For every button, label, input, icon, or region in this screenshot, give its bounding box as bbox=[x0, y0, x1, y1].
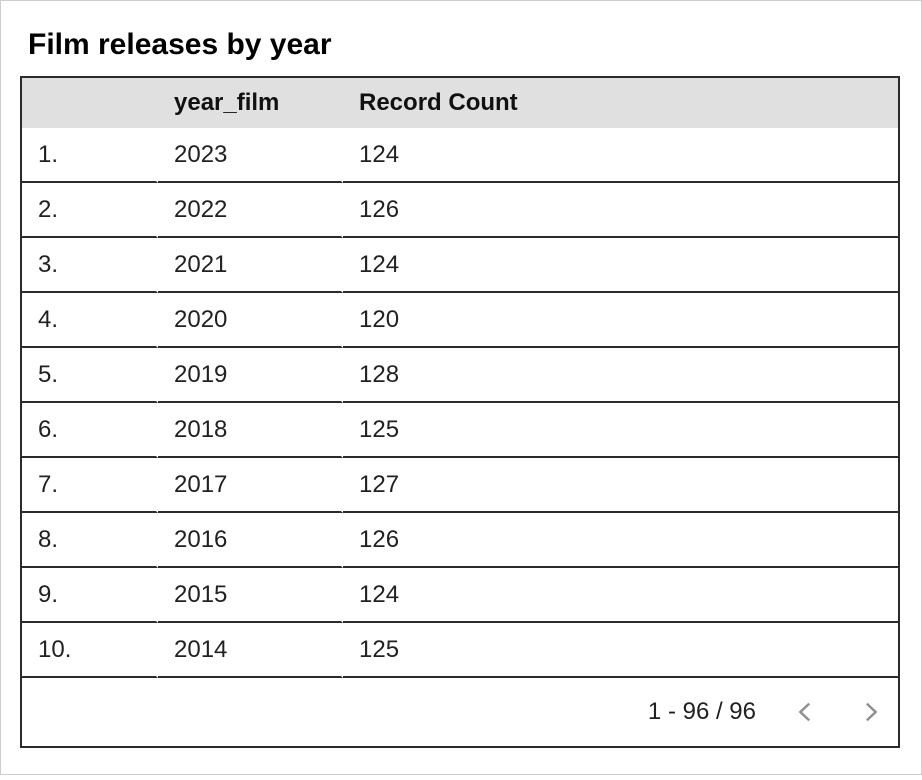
record-count-cell: 120 bbox=[343, 293, 898, 348]
table-row: 5. 2019 128 bbox=[22, 348, 898, 403]
chevron-right-icon bbox=[857, 698, 885, 726]
column-header-row-number bbox=[22, 78, 158, 128]
row-number-cell: 1. bbox=[22, 128, 158, 183]
column-header-year-film[interactable]: year_film bbox=[158, 78, 343, 128]
record-count-cell: 125 bbox=[343, 403, 898, 458]
table-row: 3. 2021 124 bbox=[22, 238, 898, 293]
row-number-cell: 8. bbox=[22, 513, 158, 568]
row-number-cell: 10. bbox=[22, 623, 158, 678]
year-film-cell: 2020 bbox=[158, 293, 343, 348]
year-film-cell: 2014 bbox=[158, 623, 343, 678]
year-film-cell: 2016 bbox=[158, 513, 343, 568]
next-page-button[interactable] bbox=[847, 688, 895, 736]
row-number-cell: 7. bbox=[22, 458, 158, 513]
year-film-cell: 2019 bbox=[158, 348, 343, 403]
column-header-record-count[interactable]: Record Count bbox=[343, 78, 898, 128]
row-number-cell: 6. bbox=[22, 403, 158, 458]
prev-page-button[interactable] bbox=[781, 688, 829, 736]
record-count-cell: 127 bbox=[343, 458, 898, 513]
pagination-range-label: 1 - 96 / 96 bbox=[647, 698, 756, 725]
table-chart: year_film Record Count 1. 2023 124 2. 20… bbox=[20, 76, 900, 748]
table-row: 10. 2014 125 bbox=[22, 623, 898, 678]
record-count-cell: 124 bbox=[343, 128, 898, 183]
row-number-cell: 3. bbox=[22, 238, 158, 293]
year-film-cell: 2021 bbox=[158, 238, 343, 293]
record-count-cell: 124 bbox=[343, 238, 898, 293]
year-film-cell: 2015 bbox=[158, 568, 343, 623]
record-count-cell: 126 bbox=[343, 183, 898, 238]
record-count-cell: 126 bbox=[343, 513, 898, 568]
row-number-cell: 9. bbox=[22, 568, 158, 623]
row-number-cell: 5. bbox=[22, 348, 158, 403]
row-number-cell: 4. bbox=[22, 293, 158, 348]
table-header-row: year_film Record Count bbox=[22, 78, 898, 128]
year-film-cell: 2023 bbox=[158, 128, 343, 183]
table-row: 1. 2023 124 bbox=[22, 128, 898, 183]
data-table: year_film Record Count 1. 2023 124 2. 20… bbox=[22, 78, 898, 678]
table-row: 8. 2016 126 bbox=[22, 513, 898, 568]
record-count-cell: 124 bbox=[343, 568, 898, 623]
table-row: 4. 2020 120 bbox=[22, 293, 898, 348]
table-row: 7. 2017 127 bbox=[22, 458, 898, 513]
pagination: 1 - 96 / 96 bbox=[22, 678, 898, 746]
table-row: 6. 2018 125 bbox=[22, 403, 898, 458]
record-count-cell: 128 bbox=[343, 348, 898, 403]
year-film-cell: 2022 bbox=[158, 183, 343, 238]
year-film-cell: 2017 bbox=[158, 458, 343, 513]
record-count-cell: 125 bbox=[343, 623, 898, 678]
table-row: 2. 2022 126 bbox=[22, 183, 898, 238]
chevron-left-icon bbox=[791, 698, 819, 726]
row-number-cell: 2. bbox=[22, 183, 158, 238]
table-row: 9. 2015 124 bbox=[22, 568, 898, 623]
chart-title: Film releases by year bbox=[28, 28, 332, 61]
year-film-cell: 2018 bbox=[158, 403, 343, 458]
